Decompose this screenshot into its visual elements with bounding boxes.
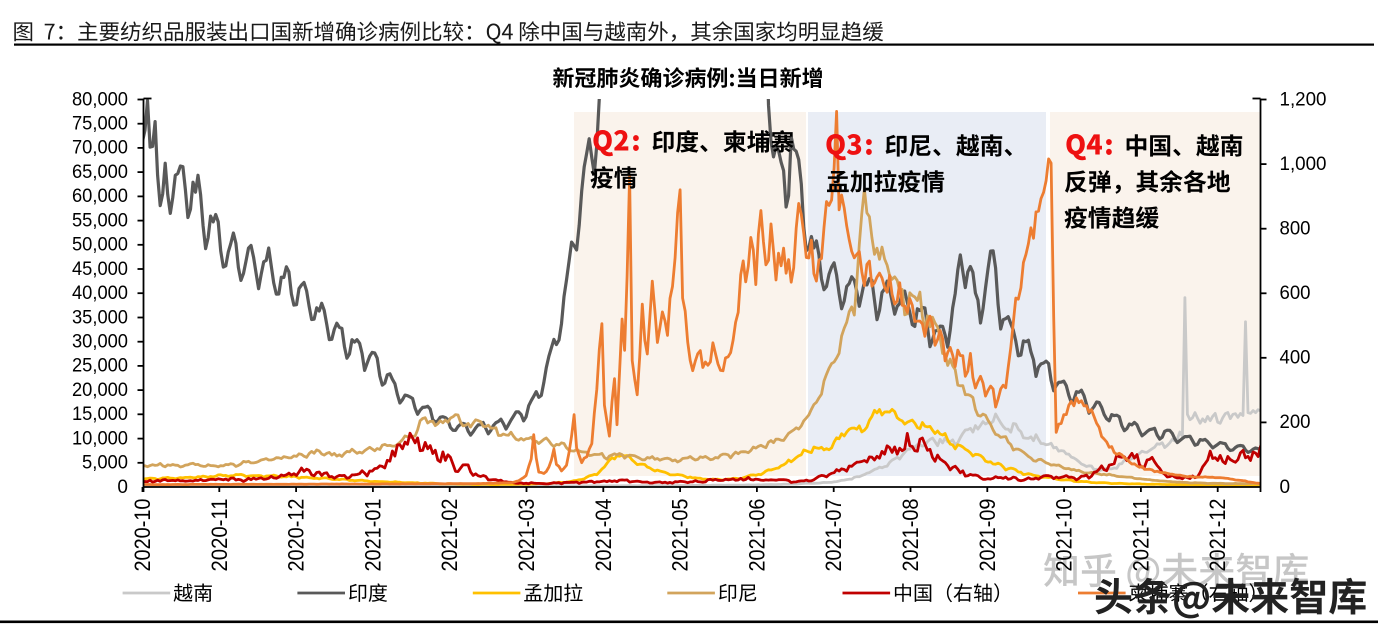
svg-text:5,000: 5,000 — [82, 453, 128, 474]
svg-text:2020-10: 2020-10 — [130, 499, 155, 572]
svg-text:35,000: 35,000 — [72, 307, 128, 328]
svg-text:60,000: 60,000 — [72, 186, 128, 207]
svg-text:0: 0 — [117, 477, 128, 498]
svg-text:10,000: 10,000 — [72, 428, 128, 449]
svg-text:600: 600 — [1280, 283, 1311, 304]
svg-text:2021-09: 2021-09 — [975, 499, 1000, 572]
svg-text:2021-04: 2021-04 — [591, 499, 616, 572]
svg-text:2020-11: 2020-11 — [207, 499, 232, 572]
svg-text:2021-11: 2021-11 — [1128, 499, 1153, 572]
svg-text:2021-12: 2021-12 — [1205, 499, 1230, 572]
svg-text:0: 0 — [1280, 477, 1291, 498]
svg-text:2021-05: 2021-05 — [668, 499, 693, 572]
svg-text:2020-12: 2020-12 — [284, 499, 309, 572]
svg-text:45,000: 45,000 — [72, 259, 128, 280]
svg-text:2021-08: 2021-08 — [898, 499, 923, 572]
svg-text:2021-02: 2021-02 — [437, 499, 462, 572]
svg-text:50,000: 50,000 — [72, 235, 128, 256]
svg-text:1,200: 1,200 — [1280, 89, 1327, 110]
svg-text:80,000: 80,000 — [72, 89, 128, 110]
svg-text:55,000: 55,000 — [72, 210, 128, 231]
svg-text:70,000: 70,000 — [72, 138, 128, 159]
svg-text:30,000: 30,000 — [72, 332, 128, 353]
svg-text:25,000: 25,000 — [72, 356, 128, 377]
svg-text:20,000: 20,000 — [72, 380, 128, 401]
svg-text:200: 200 — [1280, 412, 1311, 433]
svg-text:2021-07: 2021-07 — [821, 499, 846, 572]
svg-text:75,000: 75,000 — [72, 114, 128, 135]
svg-text:800: 800 — [1280, 219, 1311, 240]
svg-text:1,000: 1,000 — [1280, 154, 1327, 175]
svg-text:2021-06: 2021-06 — [744, 499, 769, 572]
svg-text:2021-03: 2021-03 — [514, 499, 539, 572]
svg-text:40,000: 40,000 — [72, 283, 128, 304]
svg-text:65,000: 65,000 — [72, 162, 128, 183]
svg-text:15,000: 15,000 — [72, 404, 128, 425]
svg-text:2021-10: 2021-10 — [1052, 499, 1077, 572]
svg-text:2021-01: 2021-01 — [360, 499, 385, 572]
svg-text:400: 400 — [1280, 348, 1311, 369]
